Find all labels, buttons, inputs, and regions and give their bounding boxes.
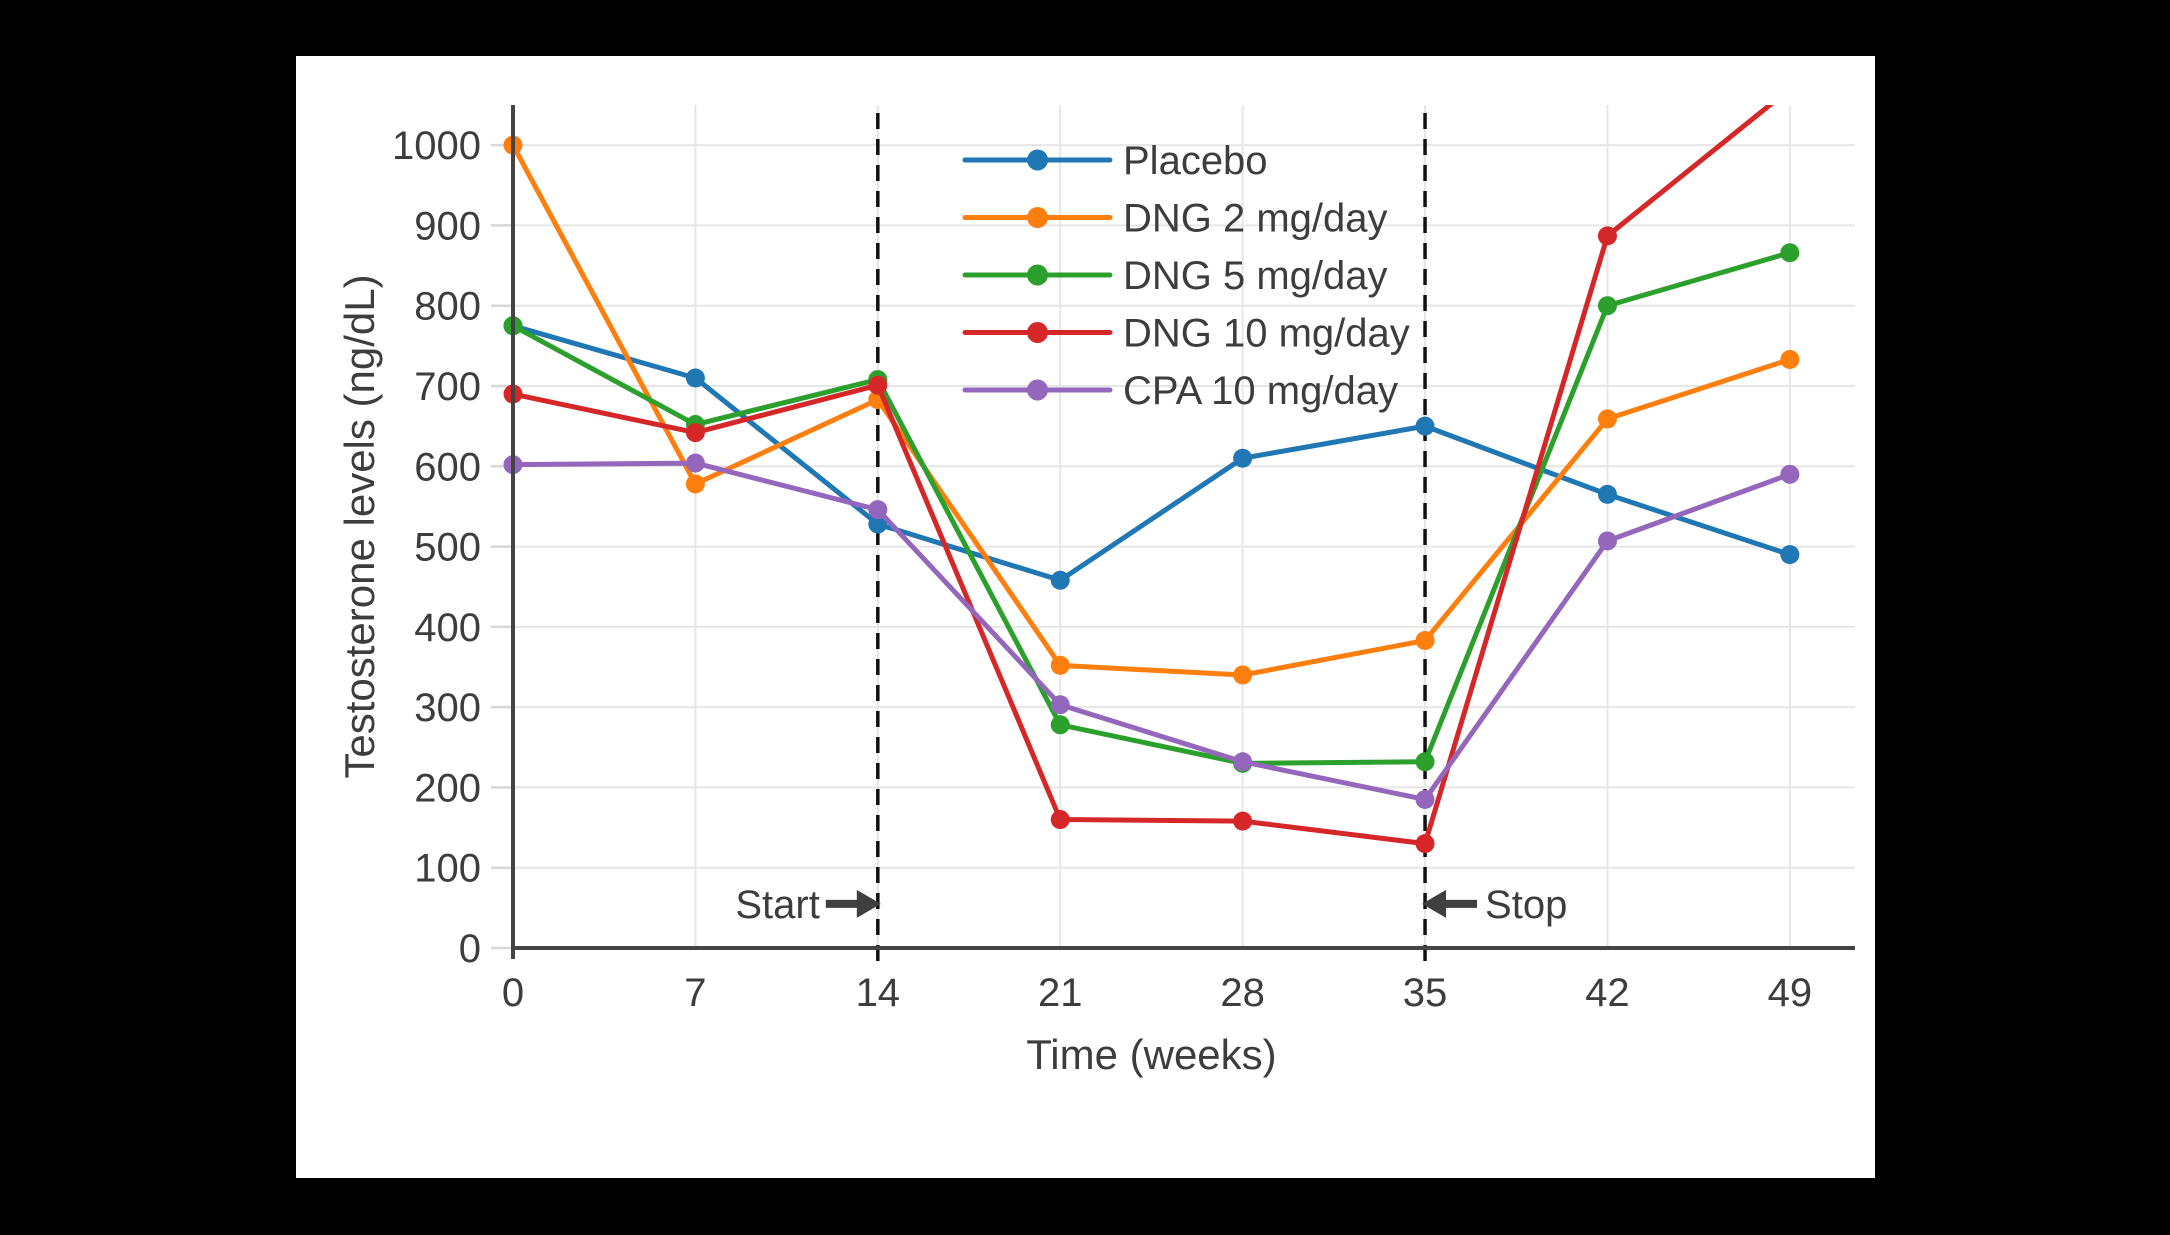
y-tick-label: 0	[459, 927, 481, 971]
series-line-dng-10-mg-day	[510, 105, 1774, 847]
data-point-cpa-10-mg-day	[1415, 789, 1435, 809]
data-point-dng-10-mg-day	[1050, 810, 1070, 830]
data-point-placebo	[1050, 570, 1070, 590]
data-point-cpa-10-mg-day	[1233, 752, 1253, 772]
x-tick-label: 7	[684, 971, 706, 1015]
data-point-dng-5-mg-day	[1050, 715, 1070, 735]
y-tick-label: 600	[414, 445, 481, 489]
annotation-label: Stop	[1485, 883, 1567, 927]
x-tick-label: 35	[1403, 971, 1448, 1015]
data-point-dng-10-mg-day	[1415, 834, 1435, 854]
legend-marker	[1027, 264, 1048, 286]
legend-marker	[1027, 379, 1048, 401]
data-point-dng-5-mg-day	[1415, 752, 1435, 772]
x-tick-label: 49	[1768, 971, 1813, 1015]
series-line-placebo	[510, 323, 1793, 583]
series-placebo	[503, 316, 1800, 590]
data-point-placebo	[1597, 484, 1617, 504]
x-tick-label: 21	[1038, 971, 1083, 1015]
data-point-placebo	[868, 514, 888, 534]
legend-marker	[1027, 149, 1048, 171]
legend-label: Placebo	[1123, 139, 1268, 183]
series-dng-10-mg-day	[503, 79, 1799, 854]
y-tick-label: 1000	[392, 124, 481, 168]
legend: Placebo DNG 2 mg/day DNG 5 mg/day DNG 10 mg…	[962, 139, 1410, 413]
legend-label: DNG 5 mg/day	[1123, 254, 1388, 298]
data-point-dng-2-mg-day	[1050, 655, 1070, 675]
data-point-dng-5-mg-day	[1597, 296, 1617, 316]
y-tick-label: 900	[414, 204, 481, 248]
legend-item-dng-2-mg-day: DNG 2 mg/day	[962, 197, 1388, 241]
x-tick-label: 14	[856, 971, 901, 1015]
data-point-dng-10-mg-day	[1597, 226, 1617, 246]
x-axis-title: Time (weeks)	[1026, 1031, 1276, 1078]
data-point-dng-2-mg-day	[1597, 409, 1617, 429]
data-point-placebo	[1415, 416, 1435, 436]
data-point-cpa-10-mg-day	[685, 453, 705, 473]
y-tick-label: 300	[414, 686, 481, 730]
y-axis-title: Testosterone levels (ng/dL)	[336, 274, 383, 778]
data-point-placebo	[1780, 545, 1800, 565]
data-point-dng-10-mg-day	[1780, 79, 1799, 98]
legend-item-placebo: Placebo	[962, 139, 1268, 183]
chart-card: 0 100 200 300 400 500 600 700 800 900 1000 0 7 14 21 28…	[296, 56, 1875, 1178]
series-line-dng-5-mg-day	[510, 250, 1793, 766]
legend-marker	[1027, 207, 1048, 228]
data-point-cpa-10-mg-day	[868, 500, 888, 520]
data-point-cpa-10-mg-day	[1597, 531, 1617, 551]
data-point-dng-2-mg-day	[1780, 350, 1800, 370]
y-tick-label: 200	[414, 766, 481, 810]
y-tick-label: 500	[414, 526, 481, 570]
legend-marker	[1027, 322, 1048, 343]
series-group	[503, 79, 1800, 854]
x-tick-label: 0	[502, 971, 524, 1015]
annotation-start: Start	[735, 883, 881, 927]
legend-label: DNG 10 mg/day	[1123, 312, 1410, 356]
x-tick-label: 28	[1220, 971, 1265, 1015]
legend-item-cpa-10-mg-day: CPA 10 mg/day	[962, 369, 1398, 413]
series-cpa-10-mg-day	[503, 453, 1800, 809]
y-tick-label: 400	[414, 606, 481, 650]
x-tick-label: 42	[1585, 971, 1630, 1015]
annotation-stop: Stop	[1422, 883, 1567, 927]
data-point-dng-2-mg-day	[1415, 631, 1435, 651]
annotation-label: Start	[735, 883, 819, 927]
data-point-dng-10-mg-day	[868, 375, 888, 395]
annotation-arrowhead-left	[1422, 889, 1447, 918]
data-point-dng-2-mg-day	[685, 474, 705, 494]
data-point-cpa-10-mg-day	[1780, 464, 1800, 484]
data-point-dng-10-mg-day	[685, 423, 705, 443]
data-point-dng-10-mg-day	[1233, 811, 1253, 831]
annotation-arrowhead-right	[856, 889, 881, 918]
data-point-dng-2-mg-day	[1233, 665, 1253, 685]
y-tick-label: 700	[414, 365, 481, 409]
data-point-placebo	[1233, 448, 1253, 468]
legend-item-dng-10-mg-day: DNG 10 mg/day	[962, 312, 1410, 356]
data-point-placebo	[685, 368, 705, 388]
series-line-cpa-10-mg-day	[510, 460, 1793, 802]
legend-label: CPA 10 mg/day	[1123, 369, 1398, 413]
legend-item-dng-5-mg-day: DNG 5 mg/day	[962, 254, 1388, 298]
y-tick-label: 100	[414, 847, 481, 891]
data-point-cpa-10-mg-day	[1050, 695, 1070, 715]
line-chart: 0 100 200 300 400 500 600 700 800 900 1000 0 7 14 21 28…	[336, 79, 1855, 1078]
legend-label: DNG 2 mg/day	[1123, 197, 1388, 241]
data-point-dng-5-mg-day	[1780, 243, 1800, 263]
y-tick-label: 800	[414, 285, 481, 329]
